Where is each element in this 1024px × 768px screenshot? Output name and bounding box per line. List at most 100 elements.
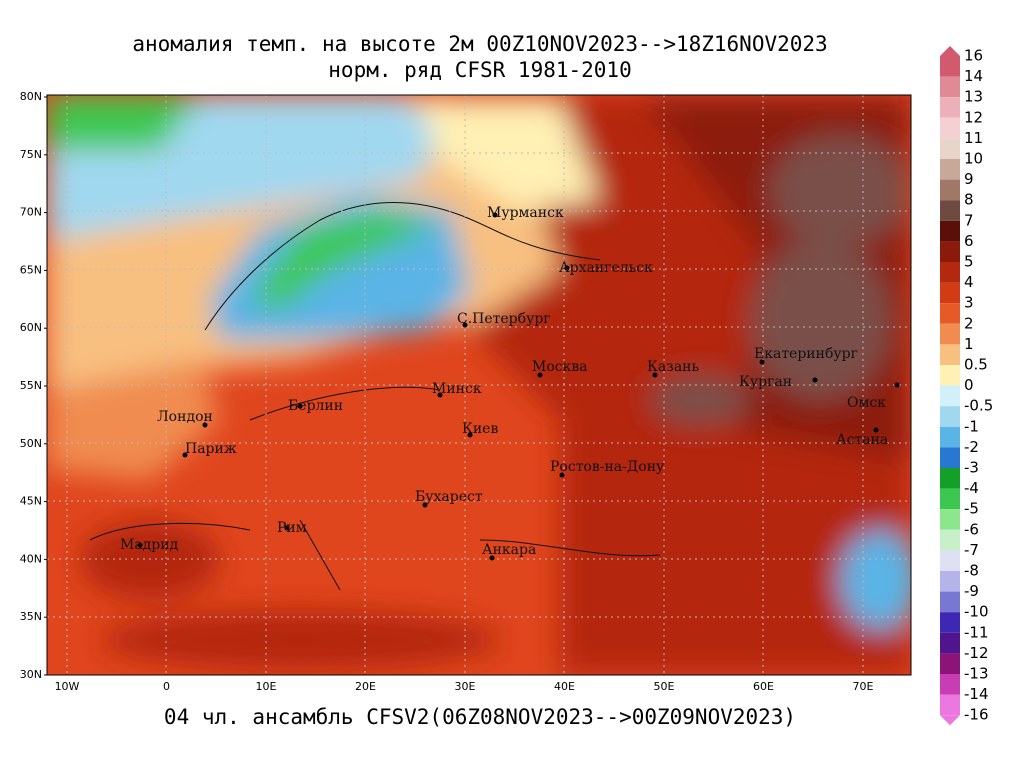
colorbar-label: 16 (964, 47, 983, 65)
colorbar-label: 2 (964, 314, 974, 332)
city-dot (894, 382, 900, 388)
colorbar-label: 13 (964, 88, 983, 106)
colorbar-box (940, 612, 960, 633)
city-label: Берлин (288, 398, 343, 414)
colorbar-box (940, 282, 960, 304)
colorbar-label: 4 (964, 273, 974, 291)
city-label: С.Петербург (457, 311, 551, 327)
colorbar-box (940, 159, 960, 180)
city-label: Казань (647, 359, 699, 375)
colorbar-label: 5 (964, 253, 974, 271)
footer: 04 чл. ансамбль CFSV2(06Z08NOV2023-->00Z… (164, 705, 796, 729)
colorbar-box (940, 694, 960, 716)
lat-label: 55N (20, 379, 42, 392)
lat-label: 60N (20, 321, 42, 334)
colorbar-box (940, 76, 960, 98)
lon-label: 20E (355, 680, 376, 693)
city-label: Париж (185, 441, 237, 457)
colorbar-arrow (940, 715, 960, 726)
city-label: Анкара (482, 542, 536, 558)
colorbar-label: 12 (964, 108, 983, 126)
colorbar-label: 11 (964, 129, 983, 147)
colorbar-label: -1 (964, 417, 979, 435)
colorbar-label: 0 (964, 376, 974, 394)
city-dot (489, 555, 495, 561)
city-dot (182, 452, 188, 458)
colorbar-label: -13 (964, 665, 989, 683)
colorbar-label: -4 (964, 479, 979, 497)
colorbar-box (940, 488, 960, 510)
colorbar-label: 0.5 (964, 356, 988, 374)
city-label: Мурманск (487, 205, 564, 221)
colorbar-label: -5 (964, 500, 979, 518)
colorbar-box (940, 674, 960, 695)
city-label: Ростов-на-Дону (550, 459, 665, 475)
lat-label: 80N (20, 90, 42, 103)
city-label: Екатеринбург (754, 346, 858, 362)
lon-label: 0 (163, 680, 170, 693)
colorbar-label: -10 (964, 603, 989, 621)
city-label: Мадрид (120, 537, 179, 553)
city-label: Курган (739, 374, 792, 390)
colorbar-arrow (940, 46, 960, 56)
city-label: Бухарест (415, 489, 483, 505)
colorbar-box (940, 550, 960, 571)
city-dot (462, 322, 468, 328)
overlay: 80N 75N 70N 65N 60N 55N 50N 45N 40N 35N 30N 10W 0 10E… (20, 46, 993, 726)
city-dot (537, 372, 543, 378)
city-dot (652, 372, 658, 378)
colorbar-box (940, 591, 960, 613)
colorbar-box (940, 385, 960, 407)
colorbar-label: 10 (964, 150, 983, 168)
city-dot (759, 359, 765, 365)
lon-label: 30E (455, 680, 476, 693)
map-frame (46, 94, 912, 676)
map (47, 95, 911, 675)
colorbar-box (940, 632, 960, 654)
lon-label: 40E (554, 680, 575, 693)
city-dot (422, 502, 428, 508)
colorbar-label: 3 (964, 294, 974, 312)
colorbar-box (940, 303, 960, 324)
colorbar-label: -9 (964, 582, 979, 600)
colorbar-box (940, 97, 960, 118)
city-label: Астана (836, 432, 888, 448)
lon-label: 70E (853, 680, 874, 693)
lat-label: 45N (20, 495, 42, 508)
lat-label: 40N (20, 552, 42, 565)
colorbar-label: -7 (964, 541, 979, 559)
colorbar-label: 1 (964, 335, 974, 353)
lon-label: 50E (654, 680, 675, 693)
lat-label: 30N (20, 668, 42, 681)
city-label: Омск (847, 395, 886, 411)
lat-label: 65N (20, 263, 42, 276)
city-label: Москва (532, 359, 588, 375)
colorbar-label: -0.5 (964, 397, 993, 415)
colorbar-box (940, 365, 960, 386)
colorbar-box (940, 509, 960, 530)
city-dot (137, 542, 143, 548)
colorbar-box (940, 344, 960, 365)
colorbar-label: -12 (964, 644, 989, 662)
colorbar-box (940, 262, 960, 283)
city-dot (559, 472, 565, 478)
city-dot (202, 422, 208, 428)
colorbar-label: -11 (964, 623, 989, 641)
lon-label: 10E (256, 680, 277, 693)
city-label: Киев (462, 421, 498, 437)
lat-label: 70N (20, 206, 42, 219)
colorbar-label: 14 (964, 67, 983, 85)
colorbar-box (940, 138, 960, 159)
colorbar-label: -6 (964, 520, 979, 538)
colorbar-box (940, 323, 960, 345)
colorbar-box (940, 529, 960, 551)
colorbar-box (940, 426, 960, 448)
lat-label: 35N (20, 610, 42, 623)
colorbar-box (940, 447, 960, 468)
colorbar-label: 9 (964, 170, 974, 188)
colorbar-label: -2 (964, 438, 979, 456)
colorbar-label: 7 (964, 211, 974, 229)
colorbar-box (940, 468, 960, 489)
colorbar-box (940, 241, 960, 262)
